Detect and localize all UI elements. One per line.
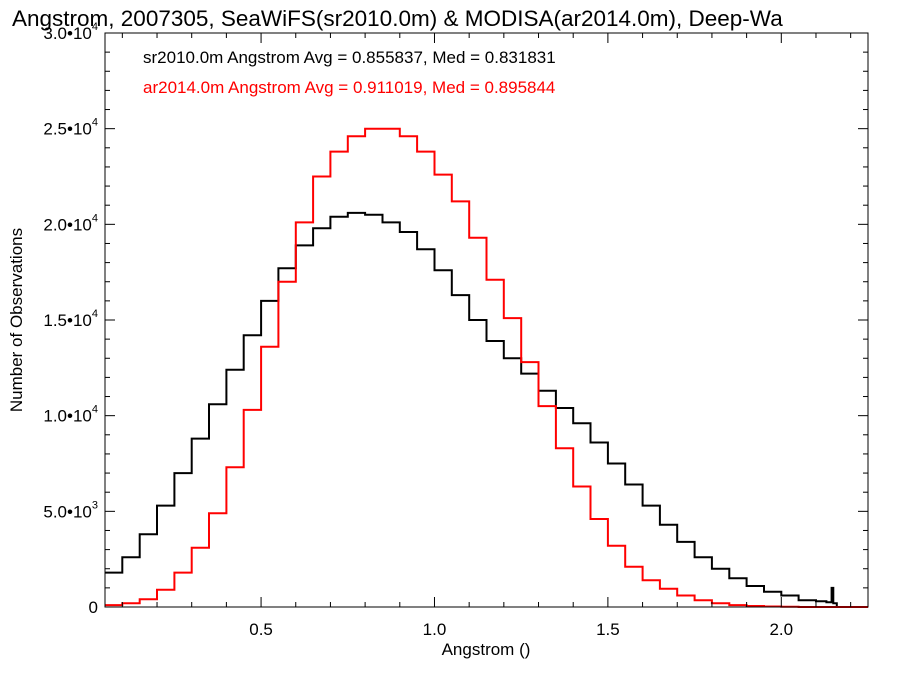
x-tick-label: 1.0: [423, 620, 447, 639]
y-axis-ticks: 0 5.0•103 1.0•104 1.5•104 2.0•104 2.5•104 3.0•…: [43, 21, 868, 617]
y-tick-label: 1.0•104: [43, 404, 98, 426]
x-axis-label: Angstrom (): [442, 640, 531, 659]
series-line-black: [105, 211, 868, 608]
x-axis-ticks: 0.5 1.0 1.5 2.0: [121, 33, 852, 639]
series-line-red: [105, 127, 868, 608]
x-tick-label: 2.0: [769, 620, 793, 639]
y-tick-label: 2.5•104: [43, 117, 98, 139]
y-tick-label: 5.0•103: [43, 499, 98, 521]
plot-series: [105, 127, 868, 608]
y-tick-label: 1.5•104: [43, 308, 98, 330]
legend-annotation-seawifs: sr2010.0m Angstrom Avg = 0.855837, Med =…: [143, 48, 556, 67]
y-axis-label: Number of Observations: [7, 228, 26, 412]
y-tick-label: 3.0•104: [43, 21, 98, 43]
legend-annotation-modisa: ar2014.0m Angstrom Avg = 0.911019, Med =…: [143, 78, 555, 97]
x-tick-label: 0.5: [249, 620, 273, 639]
x-tick-label: 1.5: [596, 620, 620, 639]
chart-title: Angstrom, 2007305, SeaWiFS(sr2010.0m) & …: [12, 6, 783, 31]
y-tick-label: 0: [89, 598, 98, 617]
y-tick-label: 2.0•104: [43, 212, 98, 234]
